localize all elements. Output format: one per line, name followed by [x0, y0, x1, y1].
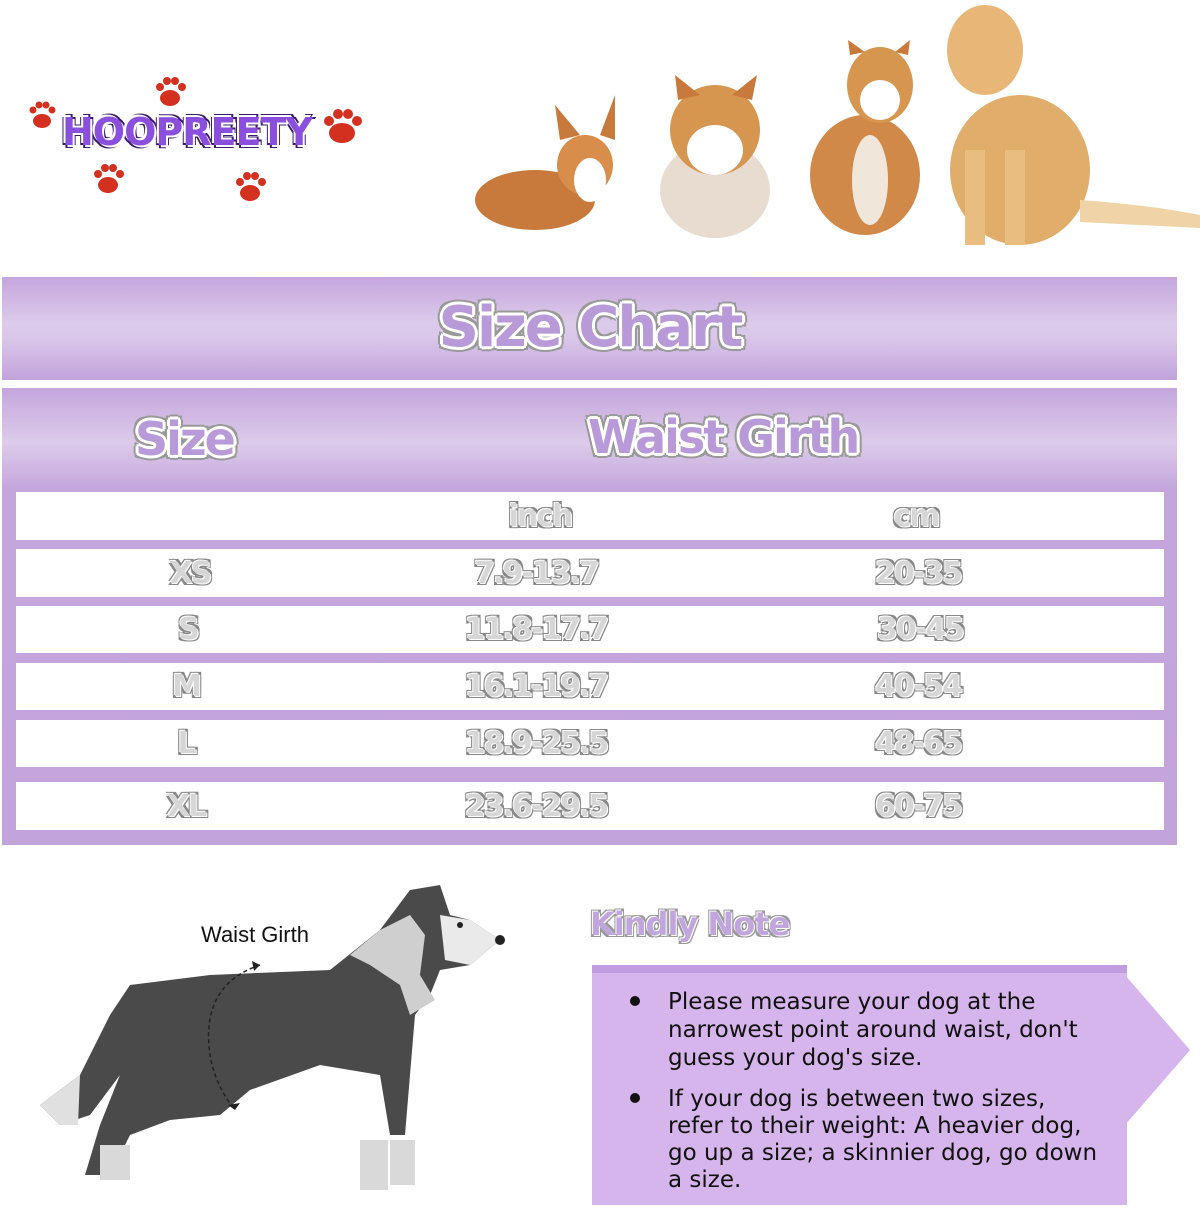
table-row: S 11.8-17.7 30-45: [16, 606, 1164, 653]
table-row: XS 7.9-13.7 20-35: [16, 549, 1164, 597]
cm-cell: 40-54: [875, 669, 963, 704]
size-cell: S: [178, 612, 200, 647]
inch-cell: 16.1-19.7: [464, 669, 609, 704]
paw-prints-icon: [29, 77, 362, 201]
cm-cell: 20-35: [875, 555, 963, 591]
note-item: Please measure your dog at the narrowest…: [668, 989, 1078, 1071]
unit-inch: inch: [508, 498, 574, 534]
page-title: Size Chart: [438, 295, 744, 360]
size-cell: M: [172, 669, 202, 704]
cm-cell: 30-45: [877, 612, 965, 647]
note-box: [592, 965, 1127, 1205]
dog-measurement-diagram: [40, 885, 505, 1190]
table-row: XL 23.6-29.5 60-75: [16, 782, 1164, 830]
cm-cell: 48-65: [875, 726, 963, 761]
cm-cell: 60-75: [875, 788, 963, 824]
golden-retriever-image: [947, 5, 1200, 245]
note-title: Kindly Note: [590, 905, 790, 943]
inch-cell: 23.6-29.5: [464, 788, 609, 824]
waist-girth-label: Waist Girth: [201, 922, 309, 947]
corgi-image: [475, 95, 615, 230]
title-banner: [2, 277, 1177, 380]
note-arrow: [1125, 975, 1190, 1125]
size-cell: XS: [169, 555, 213, 591]
bullet-icon: [630, 996, 640, 1006]
inch-cell: 11.8-17.7: [464, 612, 609, 647]
table-row: L 18.9-25.5 48-65: [16, 720, 1164, 767]
brand-logo: HOOPREETY: [20, 65, 380, 205]
shiba-sitting-image: [810, 40, 920, 235]
header-size: Size: [135, 412, 236, 466]
note-item: If your dog is between two sizes, refer …: [668, 1086, 1098, 1193]
header-waist-girth: Waist Girth: [588, 410, 860, 464]
units-row: inch cm: [16, 492, 1164, 540]
unit-cm: cm: [893, 498, 940, 534]
dogs-photo: [475, 5, 1200, 245]
bullet-icon: [630, 1093, 640, 1103]
shiba-lying-image: [660, 75, 770, 238]
inch-cell: 7.9-13.7: [474, 555, 600, 591]
table-row: M 16.1-19.7 40-54: [16, 663, 1164, 710]
size-cell: L: [177, 726, 196, 761]
brand-name: HOOPREETY: [62, 110, 313, 154]
inch-cell: 18.9-25.5: [464, 726, 609, 761]
size-cell: XL: [166, 788, 207, 824]
